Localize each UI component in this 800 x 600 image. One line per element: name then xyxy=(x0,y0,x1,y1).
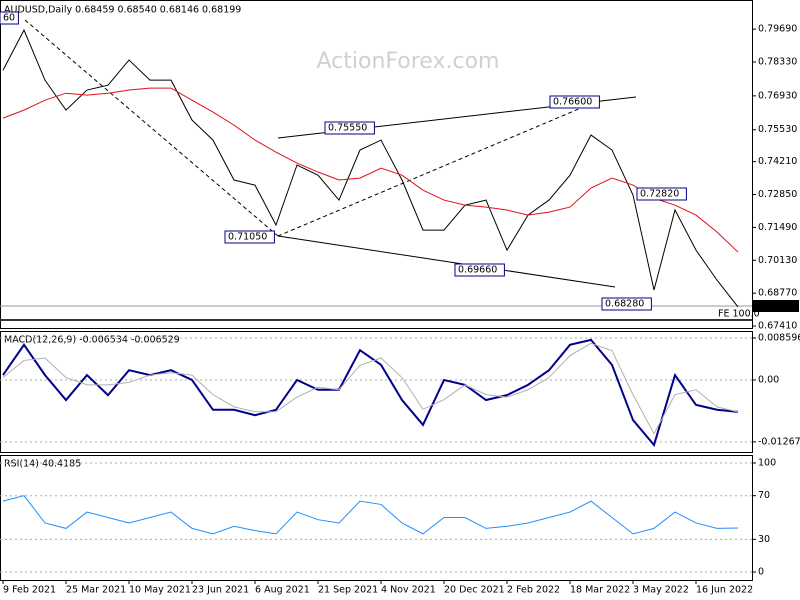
x-tick-label: 2 Feb 2022 xyxy=(507,585,560,596)
rsi-panel xyxy=(0,455,753,581)
x-tick-label: 23 Jun 2021 xyxy=(192,585,249,596)
y-tick-label: 0 xyxy=(758,567,764,578)
y-tick-label: -0.01267 xyxy=(758,436,800,447)
trend-line xyxy=(277,235,616,288)
y-tick-label: 0.68770 xyxy=(758,288,797,299)
x-tick-label: 6 Aug 2021 xyxy=(255,585,310,596)
price-panel xyxy=(0,0,753,329)
series-line xyxy=(2,338,739,448)
y-tick-label: 0.71490 xyxy=(758,222,797,233)
annotation-box xyxy=(454,263,505,277)
annotation-box xyxy=(0,11,19,25)
frames xyxy=(0,0,753,581)
y-tick-label: 0.75530 xyxy=(758,124,797,135)
last-price-box xyxy=(753,300,799,312)
x-tick-label: 4 Nov 2021 xyxy=(381,585,436,596)
annotation: 0.72820 xyxy=(640,189,679,200)
macd-panel xyxy=(0,331,753,453)
annotation: 0.68280 xyxy=(605,299,644,310)
annotation-box xyxy=(224,230,275,244)
x-tick-label: 18 Mar 2022 xyxy=(570,585,630,596)
y-tick-label: 30 xyxy=(758,534,770,545)
annotation-box xyxy=(549,95,600,109)
macd-title: MACD(12,26,9) -0.006534 -0.006529 xyxy=(4,335,180,346)
y-tick-label: 100 xyxy=(758,457,776,468)
y-tick-label: 70 xyxy=(758,490,770,501)
series-line xyxy=(2,87,739,253)
x-tick-label: 3 May 2022 xyxy=(633,585,689,596)
y-tick-label: 0.70130 xyxy=(758,255,797,266)
annotation: 0.75550 xyxy=(328,123,367,134)
annotation-box xyxy=(601,297,652,311)
annotation: FE 100.0 xyxy=(718,309,760,320)
y-tick-label: 0.72850 xyxy=(758,189,797,200)
annotation: 0.76600 xyxy=(553,97,592,108)
trend-line xyxy=(277,99,601,237)
y-tick-label: 0.79690 xyxy=(758,24,797,35)
y-tick-label: 0.67410 xyxy=(758,321,797,332)
watermark: ActionForex.com xyxy=(317,49,500,74)
y-tick-label: 0.00 xyxy=(758,374,779,385)
x-tick-label: 25 Mar 2021 xyxy=(66,585,126,596)
x-tick-label: 10 May 2021 xyxy=(129,585,191,596)
y-tick-label: 0.78330 xyxy=(758,57,797,68)
y-tick-label: 0.76930 xyxy=(758,90,797,101)
chart-title: AUDUSD,Daily 0.68459 0.68540 0.68146 0.6… xyxy=(4,5,241,16)
last-price: 0.68199 xyxy=(756,301,795,312)
series-line xyxy=(2,342,739,435)
annotation: 60 xyxy=(3,13,15,24)
series-line xyxy=(2,28,739,308)
y-tick-label: 0.008596 xyxy=(758,332,800,343)
x-tick-label: 21 Sep 2021 xyxy=(318,585,378,596)
x-tick-label: 16 Jun 2022 xyxy=(696,585,753,596)
annotation: 0.71050 xyxy=(228,232,267,243)
annotation: 0.69660 xyxy=(458,265,497,276)
rsi-title: RSI(14) 40.4185 xyxy=(4,459,81,470)
x-tick-label: 20 Dec 2021 xyxy=(444,585,505,596)
x-tick-label: 9 Feb 2021 xyxy=(3,585,56,596)
annotation-box xyxy=(636,187,687,201)
annotation-box xyxy=(324,121,375,135)
series-line xyxy=(2,495,739,535)
y-tick-label: 0.74210 xyxy=(758,156,797,167)
